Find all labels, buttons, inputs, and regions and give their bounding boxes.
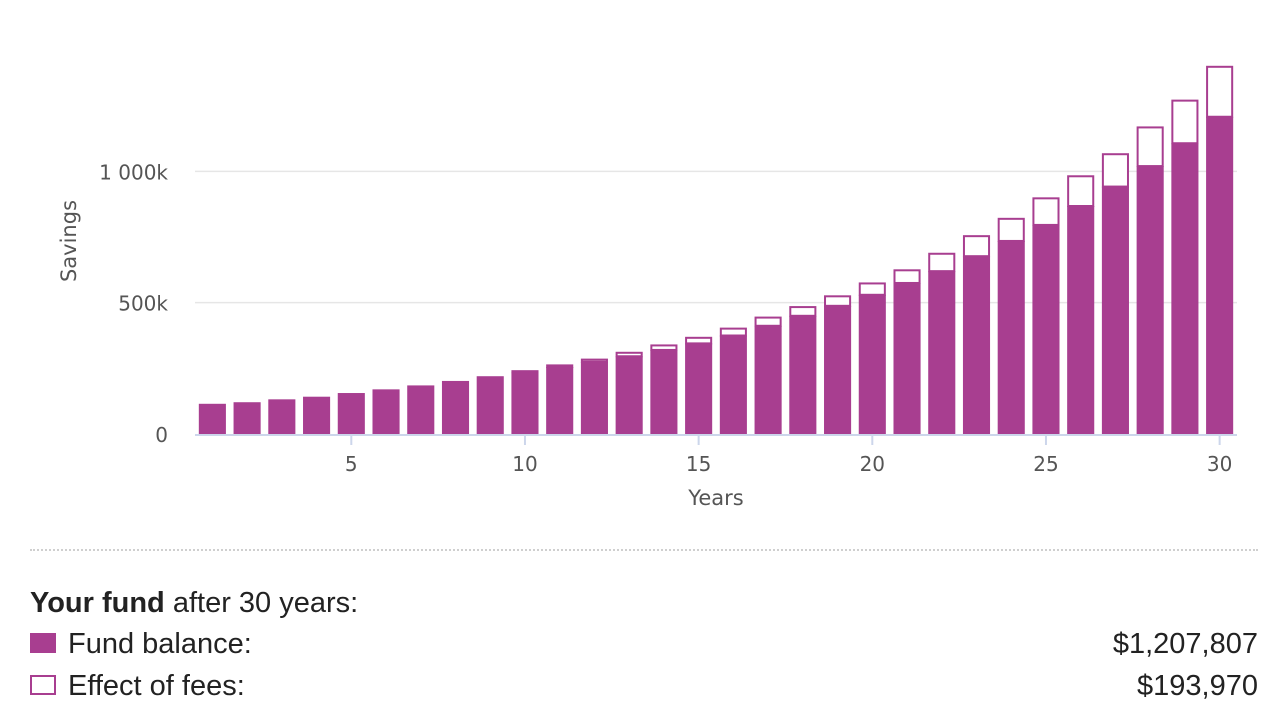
fund-balance-bar xyxy=(337,393,365,434)
fees-value: $193,970 xyxy=(1137,670,1258,702)
y-tick-label: 1 000k xyxy=(99,160,168,184)
fund-balance-label: Fund balance: xyxy=(68,628,252,660)
fees-bar xyxy=(1136,126,1164,168)
fund-balance-value: $1,207,807 xyxy=(1112,628,1258,660)
fees-row: Effect of fees: $193,970 xyxy=(30,665,1258,707)
fund-balance-bar xyxy=(615,356,643,434)
fees-bar xyxy=(997,217,1025,242)
summary-heading-rest: after 30 years: xyxy=(164,587,359,619)
fund-balance-bar xyxy=(962,256,991,434)
fund-balance-bar xyxy=(893,282,921,434)
fees-label: Effect of fees: xyxy=(68,670,245,702)
fund-balance-bar xyxy=(1206,116,1234,434)
fund-balance-bar xyxy=(476,376,504,434)
fees-bar xyxy=(1067,175,1095,208)
fund-balance-bar xyxy=(685,343,713,434)
fund-balance-bar xyxy=(928,271,956,434)
summary-heading: Your fund after 30 years: xyxy=(30,583,1258,623)
savings-chart: 0 500k 1 000k 5 10 15 20 25 30 Savings Years xyxy=(57,65,1237,510)
summary-heading-strong: Your fund xyxy=(30,587,165,619)
x-tick-label: 10 xyxy=(512,452,537,476)
y-tick-label: 500k xyxy=(118,292,168,316)
fees-bar xyxy=(789,306,817,317)
fees-bar xyxy=(1171,99,1199,145)
fund-balance-bar xyxy=(754,325,782,434)
fund-balance-bar xyxy=(198,403,226,434)
fund-balance-bar xyxy=(546,367,574,434)
fund-balance-bar xyxy=(1101,186,1129,434)
fund-balance-bar xyxy=(650,349,678,434)
x-tick-label: 30 xyxy=(1207,452,1232,476)
fees-bar xyxy=(511,370,539,374)
fees-bar xyxy=(580,358,608,363)
fund-balance-bar xyxy=(789,315,817,434)
fund-balance-bar xyxy=(719,335,747,434)
x-axis-title: Years xyxy=(687,486,743,510)
fees-bar xyxy=(615,351,643,358)
y-axis-title: Savings xyxy=(57,200,81,282)
fund-balance-bar xyxy=(372,389,400,434)
fees-bar xyxy=(1101,153,1129,188)
fees-bar xyxy=(962,235,991,258)
fund-balance-bar xyxy=(1171,143,1199,434)
fund-balance-row: Fund balance: $1,207,807 xyxy=(30,623,1258,665)
fees-bar xyxy=(928,252,956,273)
x-tick-label: 15 xyxy=(686,452,711,476)
x-tick-label: 20 xyxy=(860,452,885,476)
fees-bar xyxy=(685,336,713,345)
x-tick-label: 25 xyxy=(1033,452,1058,476)
axes: 0 500k 1 000k 5 10 15 20 25 30 xyxy=(99,160,1237,476)
fund-balance-bar xyxy=(441,380,470,434)
fund-balance-swatch xyxy=(30,633,56,653)
fund-balance-bar xyxy=(511,372,539,434)
fees-bar xyxy=(754,316,782,327)
fees-bar xyxy=(1206,65,1234,118)
fund-balance-bar xyxy=(233,402,261,434)
gridlines xyxy=(195,170,1237,304)
fees-bar xyxy=(824,295,852,307)
fund-balance-bar xyxy=(303,396,331,434)
fund-balance-bar xyxy=(1136,166,1164,434)
fund-balance-bar xyxy=(268,399,296,434)
fees-bar xyxy=(719,327,747,337)
fees-bar xyxy=(546,364,574,369)
fund-balance-bar xyxy=(407,385,435,434)
fees-bar xyxy=(893,269,921,284)
fees-bar xyxy=(650,344,678,351)
section-divider xyxy=(30,549,1258,551)
fees-bar xyxy=(858,282,886,296)
fund-balance-bar xyxy=(824,305,852,434)
fees-bar xyxy=(1032,197,1060,226)
fund-balance-bar xyxy=(997,240,1025,434)
bars xyxy=(198,65,1234,434)
y-tick-label: 0 xyxy=(155,423,168,447)
fund-summary: Your fund after 30 years: Fund balance: … xyxy=(30,583,1258,707)
fees-swatch xyxy=(30,675,56,695)
fund-balance-bar xyxy=(1067,206,1095,434)
x-tick-label: 5 xyxy=(345,452,358,476)
fund-balance-bar xyxy=(580,361,608,434)
fund-balance-bar xyxy=(1032,224,1060,434)
fund-balance-bar xyxy=(858,294,886,434)
